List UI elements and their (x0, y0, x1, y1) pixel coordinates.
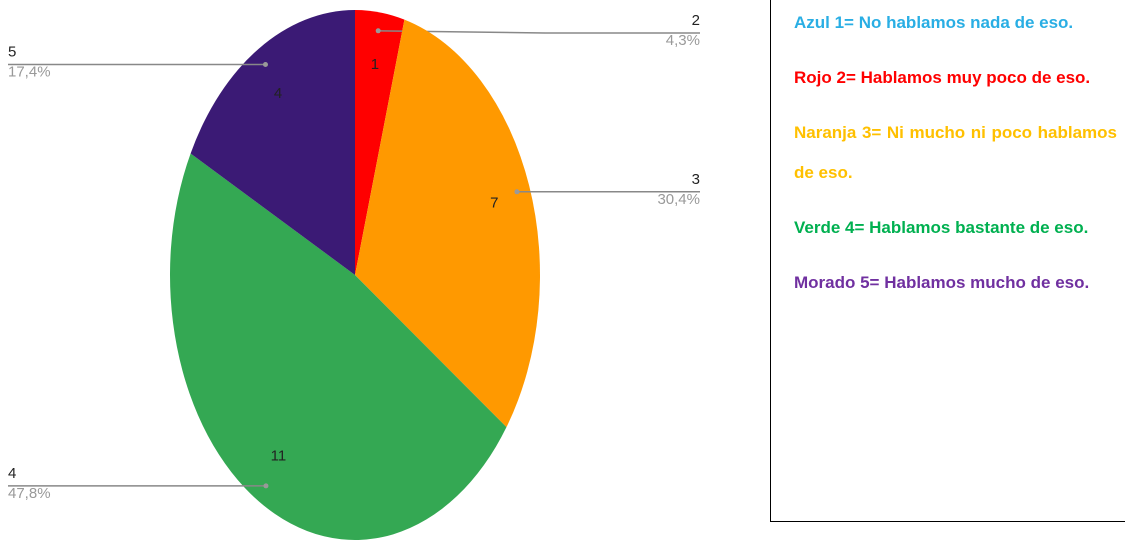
leader-dot (514, 189, 520, 195)
slice-percent: 47,8% (8, 485, 51, 502)
leader-dot (262, 62, 268, 68)
legend-item: Rojo 2= Hablamos muy poco de eso. (794, 68, 1091, 87)
legend-item: Naranja 3= Ni mucho ni poco hablamos de … (794, 123, 1117, 182)
leader-dot (375, 28, 381, 34)
legend-item: Morado 5= Hablamos mucho de eso. (794, 273, 1090, 292)
legend-item: Azul 1= No hablamos nada de eso. (794, 13, 1074, 32)
slice-category: 4 (8, 465, 16, 482)
pie-slice (355, 10, 405, 275)
slice-category: 2 (692, 12, 700, 29)
chart: 1 2 4,3% 7 3 30,4% 11 4 47,8% 4 5 17,4% (8, 10, 700, 540)
slice-percent: 30,4% (657, 191, 700, 208)
legend-item: Verde 4= Hablamos bastante de eso. (794, 218, 1089, 237)
slice-percent: 17,4% (8, 64, 51, 81)
slice-percent: 4,3% (666, 32, 700, 49)
pie-slice (190, 10, 355, 275)
slice-count: 1 (371, 56, 379, 73)
pie-slice (355, 19, 540, 428)
pie-slice (170, 153, 507, 540)
legend-box: Azul 1= No hablamos nada de eso. Rojo 2= … (770, 0, 1125, 522)
slice-count: 11 (271, 447, 287, 464)
leader-dot (263, 483, 269, 489)
slice-category: 5 (8, 44, 16, 61)
slice-count: 4 (274, 85, 282, 102)
slice-category: 3 (692, 171, 700, 188)
leader-line (378, 30, 700, 34)
slice-count: 7 (490, 194, 498, 211)
